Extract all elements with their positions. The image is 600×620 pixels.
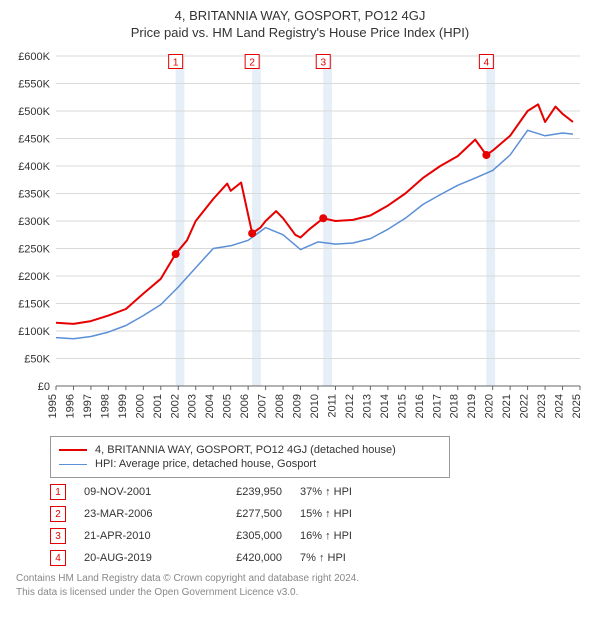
footer-line-2: This data is licensed under the Open Gov… (16, 586, 586, 600)
svg-text:2001: 2001 (152, 394, 164, 418)
svg-text:2023: 2023 (536, 394, 548, 418)
svg-text:2005: 2005 (222, 394, 234, 418)
sale-row: 2 23-MAR-2006 £277,500 15% ↑ HPI (50, 506, 586, 522)
footer-attribution: Contains HM Land Registry data © Crown c… (16, 572, 586, 599)
sale-pct-vs-hpi: 15% ↑ HPI (300, 508, 400, 520)
svg-text:1997: 1997 (82, 394, 94, 418)
svg-text:2007: 2007 (257, 394, 269, 418)
svg-text:£550K: £550K (18, 79, 50, 91)
legend-label: 4, BRITANNIA WAY, GOSPORT, PO12 4GJ (det… (95, 444, 396, 456)
svg-text:2002: 2002 (169, 394, 181, 418)
sale-date: 20-AUG-2019 (84, 552, 184, 564)
svg-text:1998: 1998 (99, 394, 111, 418)
sale-row: 1 09-NOV-2001 £239,950 37% ↑ HPI (50, 484, 586, 500)
svg-text:£100K: £100K (18, 326, 50, 338)
sale-pct-vs-hpi: 37% ↑ HPI (300, 486, 400, 498)
svg-text:2: 2 (249, 58, 255, 69)
svg-text:2006: 2006 (239, 394, 251, 418)
legend-item: HPI: Average price, detached house, Gosp… (59, 458, 441, 470)
svg-text:2016: 2016 (414, 394, 426, 418)
chart-svg: £0 £50K £100K £150K £200K £250K £300K £350K £400… (10, 48, 590, 428)
sale-price: £305,000 (202, 530, 282, 542)
svg-text:2003: 2003 (187, 394, 199, 418)
svg-text:£600K: £600K (18, 51, 50, 63)
svg-text:£250K: £250K (18, 244, 50, 256)
svg-text:2024: 2024 (554, 394, 566, 418)
legend-label: HPI: Average price, detached house, Gosp… (95, 458, 316, 470)
svg-text:2010: 2010 (309, 394, 321, 418)
svg-text:2015: 2015 (396, 394, 408, 418)
sale-date: 23-MAR-2006 (84, 508, 184, 520)
svg-text:1996: 1996 (64, 394, 76, 418)
svg-text:£500K: £500K (18, 106, 50, 118)
svg-text:2009: 2009 (292, 394, 304, 418)
svg-text:£450K: £450K (18, 134, 50, 146)
svg-text:2018: 2018 (449, 394, 461, 418)
svg-text:2004: 2004 (204, 394, 216, 418)
svg-text:2013: 2013 (361, 394, 373, 418)
sale-row: 4 20-AUG-2019 £420,000 7% ↑ HPI (50, 550, 586, 566)
svg-text:£300K: £300K (18, 216, 50, 228)
svg-text:2019: 2019 (466, 394, 478, 418)
svg-text:£350K: £350K (18, 189, 50, 201)
svg-text:3: 3 (320, 58, 326, 69)
svg-text:2017: 2017 (431, 394, 443, 418)
svg-text:2008: 2008 (274, 394, 286, 418)
legend-item: 4, BRITANNIA WAY, GOSPORT, PO12 4GJ (det… (59, 444, 441, 456)
sale-price: £420,000 (202, 552, 282, 564)
footer-line-1: Contains HM Land Registry data © Crown c… (16, 572, 586, 586)
sales-table: 109-NOV-2001£239,95037% ↑ HPI223-MAR-200… (50, 484, 586, 566)
sale-date: 21-APR-2010 (84, 530, 184, 542)
svg-text:2020: 2020 (484, 394, 496, 418)
svg-text:£0: £0 (38, 381, 50, 393)
svg-text:2011: 2011 (326, 394, 338, 418)
svg-text:2000: 2000 (134, 394, 146, 418)
svg-text:2025: 2025 (571, 394, 583, 418)
sale-price: £239,950 (202, 486, 282, 498)
sale-marker-box: 3 (50, 528, 66, 544)
sale-row: 3 21-APR-2010 £305,000 16% ↑ HPI (50, 528, 586, 544)
chart-legend: 4, BRITANNIA WAY, GOSPORT, PO12 4GJ (det… (50, 436, 450, 478)
svg-text:£400K: £400K (18, 161, 50, 173)
legend-swatch (59, 464, 87, 465)
svg-text:£150K: £150K (18, 299, 50, 311)
svg-text:2012: 2012 (344, 394, 356, 418)
page-title: 4, BRITANNIA WAY, GOSPORT, PO12 4GJ (10, 8, 590, 23)
sale-pct-vs-hpi: 7% ↑ HPI (300, 552, 400, 564)
svg-text:1: 1 (173, 58, 179, 69)
svg-text:£50K: £50K (24, 354, 50, 366)
sale-marker-box: 2 (50, 506, 66, 522)
price-chart: £0 £50K £100K £150K £200K £250K £300K £350K £400… (10, 48, 590, 428)
sale-marker-box: 1 (50, 484, 66, 500)
svg-text:1999: 1999 (117, 394, 129, 418)
svg-text:2021: 2021 (501, 394, 513, 418)
page-subtitle: Price paid vs. HM Land Registry's House … (10, 25, 590, 40)
svg-text:£200K: £200K (18, 271, 50, 283)
svg-text:2014: 2014 (379, 394, 391, 418)
sale-marker-box: 4 (50, 550, 66, 566)
sale-pct-vs-hpi: 16% ↑ HPI (300, 530, 400, 542)
svg-text:1995: 1995 (47, 394, 59, 418)
sale-date: 09-NOV-2001 (84, 486, 184, 498)
svg-text:4: 4 (484, 58, 490, 69)
legend-swatch (59, 449, 87, 451)
svg-text:2022: 2022 (519, 394, 531, 418)
sale-price: £277,500 (202, 508, 282, 520)
